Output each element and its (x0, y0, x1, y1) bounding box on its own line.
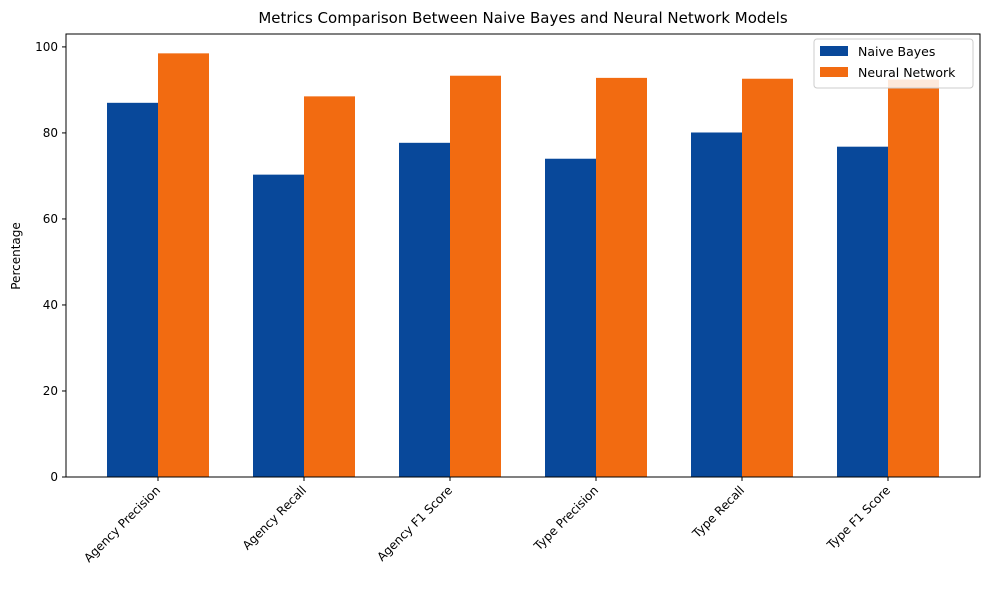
y-axis-label: Percentage (9, 222, 23, 290)
x-tick-label: Agency F1 Score (374, 483, 455, 564)
x-tick-label: Type F1 Score (824, 483, 894, 553)
bar-neural-network-1 (304, 96, 355, 477)
bar-naive-bayes-5 (837, 146, 888, 478)
bar-naive-bayes-3 (545, 158, 596, 477)
bar-naive-bayes-2 (399, 142, 450, 477)
x-tick-label: Agency Recall (240, 483, 309, 552)
y-tick-label: 100 (35, 40, 58, 54)
legend-swatch (820, 46, 848, 56)
bar-neural-network-3 (596, 77, 647, 477)
legend: Naive Bayes Neural Network (813, 38, 974, 89)
x-tick-label: Type Recall (689, 483, 747, 541)
bar-naive-bayes-0 (107, 102, 158, 477)
plot-frame (65, 33, 981, 478)
legend-box (813, 38, 974, 89)
legend-swatch (820, 67, 848, 77)
legend-label: Neural Network (858, 65, 956, 80)
y-tick-label: 60 (43, 212, 58, 226)
bar-naive-bayes-4 (691, 132, 742, 477)
legend-label: Naive Bayes (858, 44, 935, 59)
x-tick-label: Agency Precision (81, 483, 163, 565)
bar-neural-network-4 (742, 78, 793, 477)
bar-naive-bayes-1 (253, 174, 304, 477)
bar-neural-network-5 (888, 79, 939, 477)
x-tick-label: Type Precision (530, 483, 601, 554)
y-tick-label: 40 (43, 298, 58, 312)
chart-title: Metrics Comparison Between Naive Bayes a… (258, 9, 787, 27)
bars-layer (107, 53, 939, 478)
y-tick-label: 80 (43, 126, 58, 140)
bar-neural-network-2 (450, 75, 501, 477)
bar-neural-network-0 (158, 53, 209, 477)
y-tick-label: 20 (43, 384, 58, 398)
y-tick-label: 0 (50, 470, 58, 484)
